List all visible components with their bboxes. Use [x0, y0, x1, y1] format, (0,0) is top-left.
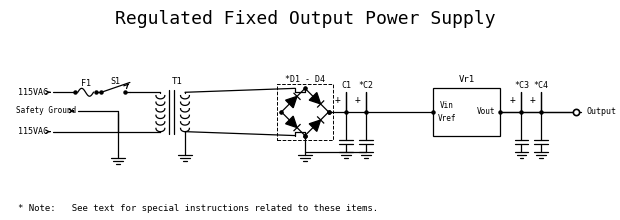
Text: * Note:   See text for special instructions related to these items.: * Note: See text for special instruction… [18, 204, 378, 213]
Text: *C3: *C3 [514, 81, 529, 90]
Text: C1: C1 [342, 81, 352, 90]
Text: +: + [510, 95, 516, 105]
Text: *C2: *C2 [358, 81, 373, 90]
Text: Output: Output [587, 107, 616, 116]
Text: +: + [529, 95, 535, 105]
Text: T1: T1 [172, 77, 182, 86]
Text: *D1 - D4: *D1 - D4 [285, 75, 325, 84]
Polygon shape [286, 116, 297, 128]
Text: *C4: *C4 [534, 81, 549, 90]
Text: +: + [335, 95, 340, 105]
Text: +: + [354, 95, 360, 105]
Text: F1: F1 [81, 79, 91, 88]
Text: Vout: Vout [477, 107, 495, 116]
Polygon shape [286, 96, 297, 108]
Text: S1: S1 [110, 77, 120, 86]
Text: 115VAC: 115VAC [18, 88, 48, 97]
Text: Safety Ground: Safety Ground [16, 106, 76, 116]
Polygon shape [309, 120, 321, 131]
Bar [433, 88, 500, 136]
Text: Vref: Vref [438, 114, 456, 123]
Text: Vr1: Vr1 [458, 75, 474, 84]
Text: Regulated Fixed Output Power Supply: Regulated Fixed Output Power Supply [115, 10, 495, 28]
Polygon shape [309, 92, 321, 104]
Text: 115VAC: 115VAC [18, 127, 48, 136]
Text: Vin: Vin [440, 101, 454, 110]
